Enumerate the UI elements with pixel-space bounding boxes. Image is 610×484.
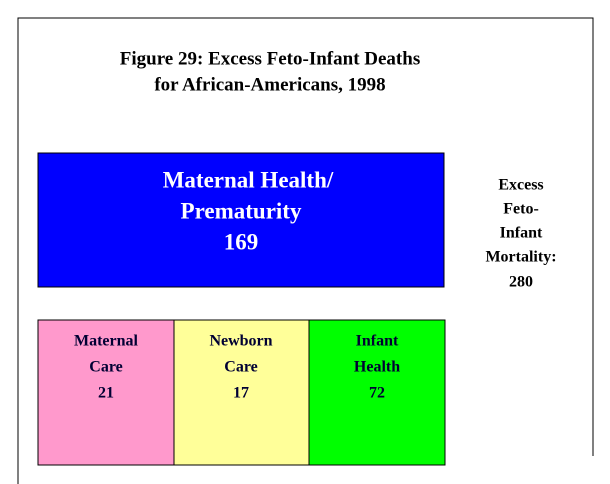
component-label: Care [89, 359, 122, 376]
component-box [173, 319, 310, 466]
title-line: for African-Americans, 1998 [154, 74, 385, 95]
component-label: Newborn [209, 333, 272, 350]
title-line: Figure 29: Excess Feto-Infant Deaths [120, 48, 420, 69]
component-label: Maternal [74, 333, 139, 350]
main-label: Maternal Health/ [163, 167, 334, 192]
side-label: Mortality: [485, 249, 556, 266]
main-value: 169 [224, 229, 259, 254]
component-label: Health [354, 359, 400, 376]
side-label: Infant [500, 225, 543, 242]
component-value: 17 [233, 385, 249, 402]
component-box [37, 319, 175, 466]
side-label: Excess [498, 177, 543, 194]
frame [17, 17, 594, 484]
component-label: Care [224, 359, 257, 376]
side-value: 280 [509, 274, 533, 291]
main-label: Prematurity [181, 198, 302, 223]
main-box [37, 152, 445, 288]
component-box [308, 319, 446, 466]
side-label: Feto- [503, 201, 539, 218]
component-value: 21 [98, 385, 114, 402]
component-value: 72 [369, 385, 385, 402]
component-label: Infant [356, 333, 399, 350]
